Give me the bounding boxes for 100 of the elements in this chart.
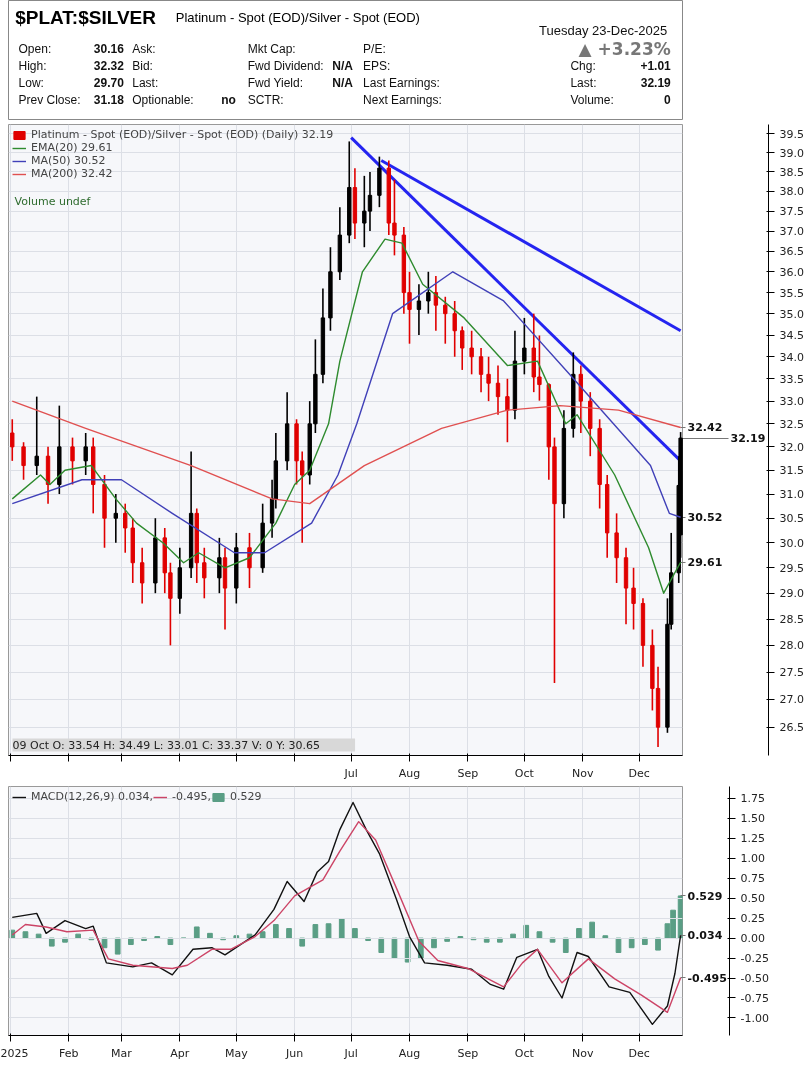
annotation: 09 Oct O: 33.54 H: 34.49 L: 33.01 C: 33.37 V: 0 Y: 30.65 xyxy=(12,738,321,752)
y-tick-label: 26.5 xyxy=(779,721,804,735)
x-tick-label: 2025 xyxy=(0,1046,29,1060)
y-tick-label: 31.0 xyxy=(779,488,804,502)
text: 32.19 xyxy=(640,76,672,90)
annotation: -0.495 xyxy=(687,971,727,985)
y-tick-label: 30.0 xyxy=(779,536,804,550)
y-tick-label: 32.0 xyxy=(779,440,804,454)
text: Ask: xyxy=(132,41,156,56)
x-tick-label: Jul xyxy=(343,1046,358,1060)
annotation: 32.42 xyxy=(687,421,723,435)
text: Platinum - Spot (EOD)/Silver - Spot (EOD) xyxy=(175,10,420,25)
x-tick-label: Oct xyxy=(514,1046,535,1060)
y-tick-label: 32.5 xyxy=(779,417,804,431)
y-tick-label: 1.75 xyxy=(740,792,765,806)
text: Last: xyxy=(132,75,159,90)
y-tick-label: 39.5 xyxy=(779,127,804,141)
text: no xyxy=(221,92,236,107)
y-tick-label: 35.5 xyxy=(779,286,804,300)
y-tick-label: -0.25 xyxy=(740,952,769,966)
text: Last: xyxy=(570,75,597,90)
legend-label: MA(50) 30.52 xyxy=(31,154,106,167)
legend-label: -0.495, xyxy=(172,790,211,803)
text: ▲ +3.23% xyxy=(578,38,671,59)
text: High: xyxy=(18,58,47,73)
x-tick-label: Feb xyxy=(59,1046,79,1060)
text: Low: xyxy=(18,75,44,90)
text: $PLAT:$SILVER xyxy=(15,7,157,28)
text: 30.16 xyxy=(93,42,125,56)
legend-label: MACD(12,26,9) 0.034, xyxy=(31,790,154,803)
y-tick-label: -0.75 xyxy=(740,991,769,1005)
legend-label: MA(200) 32.42 xyxy=(31,167,113,180)
x-tick-label: Nov xyxy=(571,1046,594,1060)
y-tick-label: 1.00 xyxy=(740,852,765,866)
annotation: 32.19 xyxy=(730,432,766,446)
legend-label: EMA(20) 29.61 xyxy=(31,141,113,154)
text: Volume: xyxy=(570,92,614,107)
text: Chg: xyxy=(570,58,596,73)
y-tick-label: 27.0 xyxy=(779,693,804,707)
y-tick-label: 33.0 xyxy=(779,395,804,409)
y-tick-label: 35.0 xyxy=(779,307,804,321)
x-tick-label: Nov xyxy=(571,766,594,780)
y-tick-label: 0.75 xyxy=(740,872,765,886)
text: Open: xyxy=(18,41,52,56)
x-tick-label: Sep xyxy=(457,766,479,780)
text: 32.32 xyxy=(93,59,125,73)
text: EPS: xyxy=(363,58,391,73)
y-tick-label: 30.5 xyxy=(779,512,804,526)
text: Bid: xyxy=(132,58,153,73)
legend-label: 0.529 xyxy=(230,790,262,803)
y-tick-label: -1.00 xyxy=(740,1011,769,1025)
y-tick-label: 1.25 xyxy=(740,832,765,846)
annotation: 0.529 xyxy=(687,889,723,903)
y-tick-label: 1.50 xyxy=(740,812,765,826)
y-tick-label: 28.0 xyxy=(779,639,804,653)
y-tick-label: 0.25 xyxy=(740,912,765,926)
text: Optionable: xyxy=(132,92,194,107)
y-tick-label: 34.0 xyxy=(779,350,804,364)
text: N/A xyxy=(332,58,354,73)
text: Last Earnings: xyxy=(363,75,440,90)
y-tick-label: -0.50 xyxy=(740,972,769,986)
annotation: 0.034 xyxy=(687,929,723,943)
y-tick-label: 36.0 xyxy=(779,265,804,279)
y-tick-label: 39.0 xyxy=(779,146,804,160)
x-tick-label: Jul xyxy=(343,766,358,780)
y-tick-label: 29.0 xyxy=(779,587,804,601)
text: SCTR: xyxy=(247,92,284,107)
x-tick-label: Mar xyxy=(111,1046,133,1060)
x-tick-label: Apr xyxy=(170,1046,190,1060)
y-tick-label: 37.5 xyxy=(779,205,804,219)
y-tick-label: 37.0 xyxy=(779,225,804,239)
x-tick-label: Aug xyxy=(398,1046,421,1060)
y-tick-label: 34.5 xyxy=(779,329,804,343)
x-tick-label: Dec xyxy=(628,766,650,780)
x-tick-label: Sep xyxy=(457,1046,479,1060)
x-tick-label: Dec xyxy=(628,1046,650,1060)
x-tick-label: Jun xyxy=(285,1046,304,1060)
y-tick-label: 31.5 xyxy=(779,464,804,478)
annotation: 29.61 xyxy=(687,556,723,570)
y-tick-label: 0.50 xyxy=(740,892,765,906)
text: P/E: xyxy=(363,41,386,56)
text: 0 xyxy=(664,93,672,107)
text: Mkt Cap: xyxy=(247,41,296,56)
text: Fwd Yield: xyxy=(247,75,304,90)
x-tick-label: Oct xyxy=(514,766,535,780)
y-tick-label: 36.5 xyxy=(779,245,804,259)
y-tick-label: 27.5 xyxy=(779,666,804,680)
annotation: 30.52 xyxy=(687,511,723,525)
text: Prev Close: xyxy=(18,92,81,107)
x-tick-label: May xyxy=(224,1046,249,1060)
text: 31.18 xyxy=(93,93,125,107)
text: Next Earnings: xyxy=(363,92,442,107)
y-tick-label: 38.5 xyxy=(779,165,804,179)
y-tick-label: 0.00 xyxy=(740,932,765,946)
y-tick-label: 29.5 xyxy=(779,561,804,575)
text: 29.70 xyxy=(93,76,125,90)
y-tick-label: 28.5 xyxy=(779,613,804,627)
text: Fwd Dividend: xyxy=(247,58,324,73)
legend-label: Platinum - Spot (EOD)/Silver - Spot (EOD) (Daily) 32.19 xyxy=(31,128,334,141)
annotation: Volume undef xyxy=(14,194,92,208)
